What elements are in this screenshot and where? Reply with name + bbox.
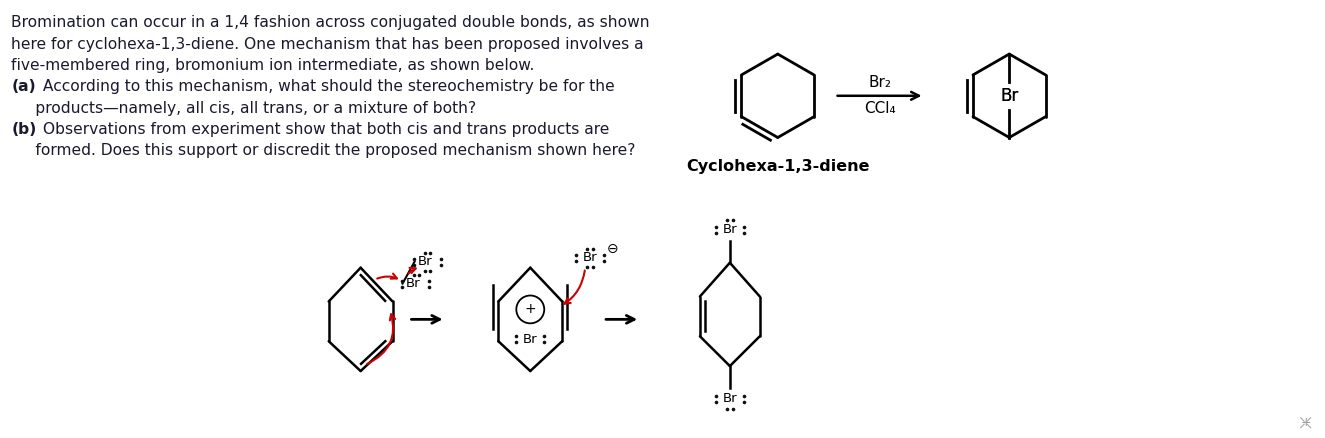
Text: Br: Br xyxy=(417,255,432,268)
Text: (b): (b) xyxy=(12,122,37,137)
Text: Br: Br xyxy=(405,277,420,290)
Text: Bromination can occur in a 1,4 fashion across conjugated double bonds, as shown: Bromination can occur in a 1,4 fashion a… xyxy=(12,15,651,30)
Text: +: + xyxy=(1300,416,1310,429)
Text: five-membered ring, bromonium ion intermediate, as shown below.: five-membered ring, bromonium ion interm… xyxy=(12,58,535,73)
Text: Observations from experiment show that both cis and trans products are: Observations from experiment show that b… xyxy=(38,122,610,137)
Text: Br: Br xyxy=(583,251,598,264)
Text: Br: Br xyxy=(523,333,538,346)
Text: Br: Br xyxy=(722,392,737,405)
Text: +: + xyxy=(525,302,537,316)
Text: Br₂: Br₂ xyxy=(868,75,890,90)
Text: formed. Does this support or discredit the proposed mechanism shown here?: formed. Does this support or discredit t… xyxy=(12,144,636,159)
Text: CCl₄: CCl₄ xyxy=(864,101,896,116)
Text: Br: Br xyxy=(1000,87,1019,105)
Text: Br: Br xyxy=(722,223,737,237)
Text: (a): (a) xyxy=(12,79,36,95)
Text: Br: Br xyxy=(1000,87,1019,105)
Text: According to this mechanism, what should the stereochemistry be for the: According to this mechanism, what should… xyxy=(38,79,615,95)
Text: Cyclohexa-1,3-diene: Cyclohexa-1,3-diene xyxy=(686,159,869,174)
Text: ⊖: ⊖ xyxy=(607,242,617,256)
Text: products—namely, all cis, all trans, or a mixture of both?: products—namely, all cis, all trans, or … xyxy=(12,101,477,116)
Text: here for cyclohexa-1,3-diene. One mechanism that has been proposed involves a: here for cyclohexa-1,3-diene. One mechan… xyxy=(12,37,644,52)
